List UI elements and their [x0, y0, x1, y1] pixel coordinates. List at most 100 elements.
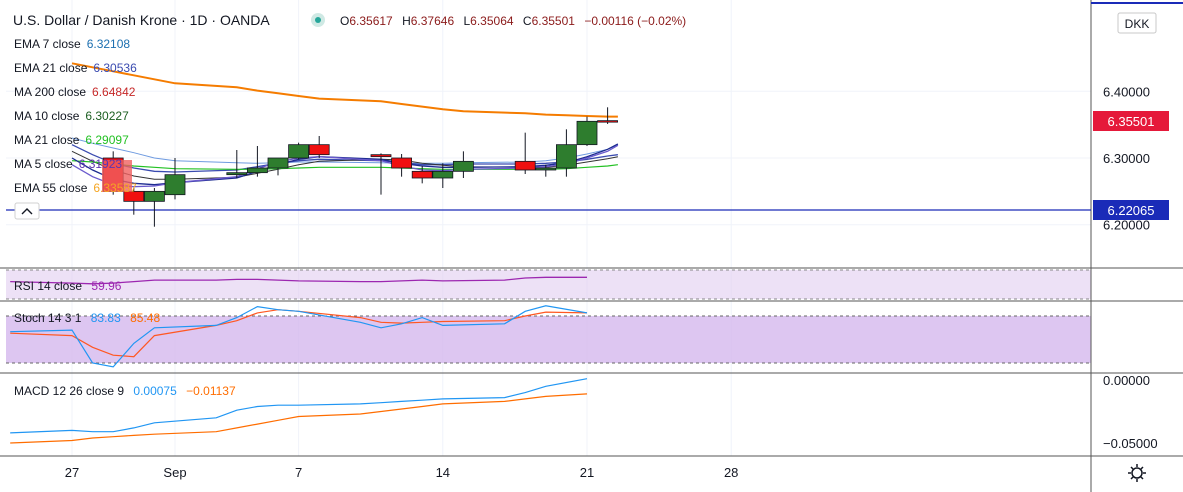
- legend-item-value: 6.30536: [93, 61, 137, 75]
- time-tick-label: Sep: [163, 465, 186, 480]
- time-tick-label: 27: [65, 465, 79, 480]
- legend-item: MA 21 close 6.29097: [14, 133, 129, 147]
- legend-item-label: MA 21 close: [14, 133, 80, 147]
- legend-item: MA 10 close 6.30227: [14, 109, 129, 123]
- stoch-legend: Stoch 14 3 1 83.83 85.48: [14, 311, 160, 325]
- macd-line: [10, 378, 588, 434]
- macd-signal-line: [10, 393, 588, 444]
- legend-item: EMA 55 close 6.33587: [14, 181, 137, 195]
- time-tick-label: 7: [295, 465, 302, 480]
- macd-legend-name: MACD 12 26 close 9: [14, 384, 124, 398]
- legend-item-label: EMA 21 close: [14, 61, 88, 75]
- ma-line-ma200: [71, 62, 618, 118]
- time-tick-label: 21: [580, 465, 594, 480]
- legend-item-label: EMA 55 close: [14, 181, 88, 195]
- symbol-title: U.S. Dollar / Danish Krone · 1D · OANDA: [13, 12, 270, 28]
- ohlc-h-key: H: [402, 14, 411, 28]
- candle-body: [576, 120, 598, 146]
- hline-price-tag: [1093, 200, 1169, 220]
- legend-item-value: 6.30227: [85, 109, 129, 123]
- legend-item-label: MA 10 close: [14, 109, 80, 123]
- candle-body: [391, 157, 413, 169]
- legend-item-label: MA 200 close: [14, 85, 86, 99]
- ohlc-l-val: 6.35064: [470, 14, 514, 28]
- rsi-line: [10, 276, 587, 285]
- candle-body: [411, 170, 433, 179]
- currency-box[interactable]: [1117, 12, 1157, 34]
- settings-gear-icon[interactable]: [1128, 464, 1146, 482]
- candle-body: [288, 144, 310, 159]
- ohlc-c-key: C: [523, 14, 532, 28]
- price-axis: 6.20000 6.30000 6.40000: [1103, 84, 1150, 232]
- candle-body: [432, 170, 454, 179]
- macd-axis: 0.00000 −0.05000: [1103, 373, 1158, 451]
- time-tick-label: 28: [724, 465, 738, 480]
- stoch-band: [6, 316, 1091, 363]
- macd-legend-signal: −0.01137: [186, 384, 236, 398]
- legend-item: MA 5 close 6.31923: [14, 157, 122, 171]
- candle-body: [123, 190, 145, 202]
- rsi-legend: RSI 14 close 59.96: [14, 279, 122, 293]
- ohlc-change: −0.00116 (−0.02%): [584, 14, 686, 28]
- rsi-band: [6, 270, 1091, 299]
- ohlc-h-val: 6.37646: [411, 14, 455, 28]
- legend-item-value: 6.64842: [92, 85, 136, 99]
- candle-body: [597, 120, 618, 123]
- legend-item-value: 6.29097: [85, 133, 129, 147]
- candle-body: [556, 144, 577, 169]
- legend-collapse-button[interactable]: [14, 202, 40, 220]
- legend-item-label: EMA 7 close: [14, 37, 81, 51]
- vertical-grid: [71, 0, 732, 456]
- currency-label: DKK: [1125, 17, 1150, 31]
- indicator-lines: [10, 276, 588, 444]
- ohlc-c-val: 6.35501: [532, 14, 576, 28]
- horizontal-grid: [6, 90, 1091, 226]
- indicator-legend: EMA 7 close 6.32108 EMA 21 close 6.30536 MA …: [14, 37, 137, 195]
- candle-body: [246, 167, 268, 174]
- candle-body-partial: [102, 160, 132, 192]
- legend-item-value: 6.32108: [87, 37, 131, 51]
- candle-body: [514, 160, 536, 171]
- chevron-up-icon: [21, 208, 33, 215]
- candle-body: [370, 154, 392, 158]
- price-tick-label: 6.20000: [1103, 218, 1150, 233]
- price-tick-label: 6.30000: [1103, 151, 1150, 166]
- stoch-k-line: [10, 305, 588, 368]
- market-status-dot-icon: [315, 17, 321, 23]
- candles: [102, 107, 618, 227]
- ohlc-l-key: L: [463, 14, 470, 28]
- legend-item-value: 6.33587: [93, 181, 137, 195]
- legend-item-value: 6.31923: [79, 157, 123, 171]
- ohlc-readout: O6.35617 H6.37646 L6.35064 C6.35501 −0.0…: [340, 14, 686, 28]
- ohlc-o-val: 6.35617: [349, 14, 393, 28]
- candle-body: [164, 174, 186, 196]
- last-price-tag: [1093, 111, 1169, 131]
- time-axis: 27 Sep 7 14 21 28: [65, 465, 739, 480]
- stoch-legend-k: 83.83: [91, 311, 121, 325]
- rsi-legend-value: 59.96: [91, 279, 121, 293]
- candle-body: [143, 190, 165, 202]
- macd-tick-label: 0.00000: [1103, 373, 1150, 388]
- stoch-legend-d: 85.48: [130, 311, 160, 325]
- candle-body: [267, 157, 289, 169]
- macd-tick-label: −0.05000: [1103, 436, 1158, 451]
- ohlc-o-key: O: [340, 14, 349, 28]
- price-tick-label: 6.40000: [1103, 84, 1150, 99]
- rsi-legend-name: RSI 14 close: [14, 279, 82, 293]
- candle-body: [452, 160, 474, 172]
- candle-body: [535, 167, 557, 171]
- legend-item: EMA 7 close 6.32108: [14, 37, 130, 51]
- legend-item: MA 200 close 6.64842: [14, 85, 136, 99]
- candle-body: [308, 144, 330, 156]
- time-tick-label: 14: [436, 465, 450, 480]
- stoch-legend-name: Stoch 14 3 1: [14, 311, 82, 325]
- legend-item: EMA 21 close 6.30536: [14, 61, 137, 75]
- last-price-label: 6.35501: [1108, 114, 1155, 129]
- macd-legend-macd: 0.00075: [133, 384, 177, 398]
- hline-price-label: 6.22065: [1108, 203, 1155, 218]
- macd-legend: MACD 12 26 close 9 0.00075 −0.01137: [14, 384, 236, 398]
- candle-body: [226, 172, 248, 176]
